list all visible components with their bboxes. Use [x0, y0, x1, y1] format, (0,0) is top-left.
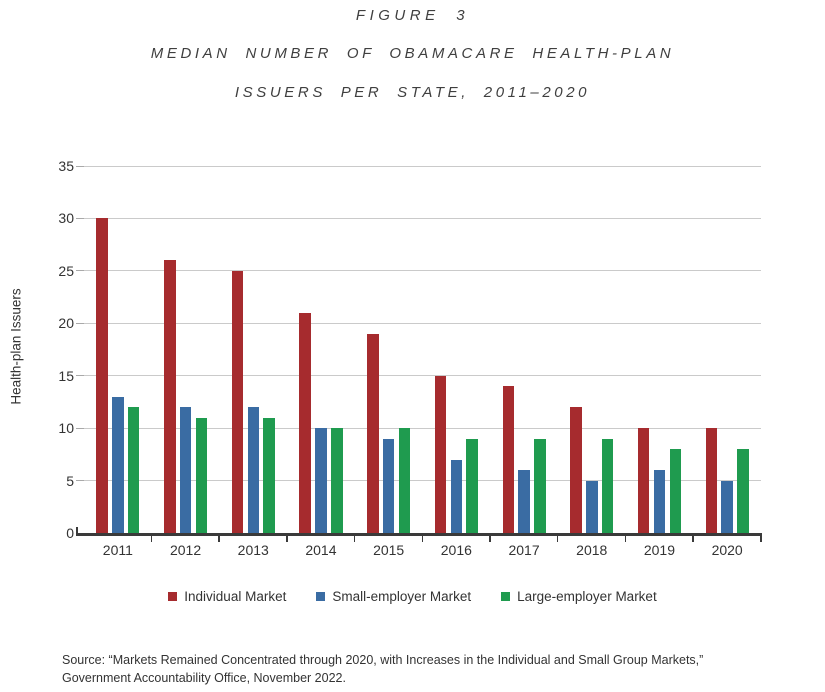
bar-individual-market-2011 — [96, 218, 108, 533]
x-tick-label-2019: 2019 — [643, 542, 676, 558]
x-axis-tick-4 — [353, 535, 356, 542]
source-note-line-1: Source: “Markets Remained Concentrated t… — [62, 653, 704, 667]
bar-individual-market-2015 — [367, 333, 379, 533]
x-axis-tick-6 — [489, 535, 491, 542]
bar-small-employer-market-2014 — [315, 428, 327, 533]
legend-swatch-large-employer-market — [501, 592, 511, 601]
x-axis-line — [76, 533, 762, 536]
bar-small-employer-market-2018 — [586, 480, 598, 533]
bar-individual-market-2020 — [705, 428, 718, 533]
y-tick-25 — [76, 270, 84, 272]
x-tick-label-2016: 2016 — [440, 542, 472, 558]
y-tick-10 — [76, 427, 84, 429]
bar-large-employer-market-2015 — [398, 428, 411, 533]
bar-small-employer-market-2020 — [721, 480, 733, 533]
bar-small-employer-market-2012 — [179, 407, 192, 533]
chart-title-line-2: ISSUERS PER STATE, 2011–2020 — [234, 84, 591, 101]
y-tick-35 — [76, 165, 84, 167]
x-axis-tick-10 — [760, 535, 762, 542]
y-tick-15 — [76, 375, 84, 377]
x-axis-tick-9 — [692, 535, 694, 542]
bar-small-employer-market-2011 — [112, 396, 124, 533]
x-axis-tick-7 — [556, 535, 559, 542]
bar-large-employer-market-2014 — [331, 428, 343, 533]
y-gridline-20 — [84, 322, 761, 324]
bar-individual-market-2014 — [299, 312, 311, 533]
y-tick-30 — [76, 217, 84, 219]
y-tick-label-30: 30 — [58, 210, 74, 227]
y-tick-label-15: 15 — [58, 367, 74, 384]
y-gridline-15 — [84, 375, 761, 377]
y-gridline-10 — [84, 427, 761, 429]
bar-large-employer-market-2012 — [195, 417, 208, 533]
legend-item-individual-market: Individual Market — [168, 589, 286, 604]
bar-individual-market-2017 — [502, 386, 514, 533]
x-axis-tick-1 — [150, 535, 153, 542]
x-tick-label-2014: 2014 — [305, 542, 337, 558]
bar-large-employer-market-2019 — [669, 449, 681, 533]
x-tick-label-2015: 2015 — [373, 542, 405, 558]
x-tick-label-2011: 2011 — [102, 542, 133, 558]
x-axis-tick-8 — [624, 535, 627, 542]
legend-item-large-employer-market: Large-employer Market — [501, 589, 657, 604]
chart-legend: Individual Market Small-employer Market La… — [0, 589, 825, 604]
source-note-line-2: Government Accountability Office, Novemb… — [62, 670, 346, 685]
y-tick-label-0: 0 — [66, 525, 74, 541]
x-tick-label-2018: 2018 — [576, 542, 608, 558]
x-tick-label-2012: 2012 — [169, 542, 202, 558]
y-gridline-5 — [84, 480, 761, 482]
x-axis-tick-3 — [286, 535, 288, 542]
x-axis-tick-2 — [218, 535, 220, 542]
x-axis-origin-tick — [76, 527, 78, 533]
y-tick-label-35: 35 — [58, 158, 74, 174]
y-tick-label-25: 25 — [58, 262, 74, 279]
chart-title-line-1: MEDIAN NUMBER OF OBAMACARE HEALTH-PLAN — [150, 45, 675, 62]
legend-swatch-small-employer-market — [316, 592, 326, 601]
bar-individual-market-2016 — [434, 375, 447, 533]
source-note: Source: “Markets Remained Concentrated t… — [62, 652, 812, 687]
x-tick-label-2013: 2013 — [237, 542, 269, 558]
y-gridline-25 — [84, 270, 761, 272]
legend-label-individual-market: Individual Market — [184, 589, 287, 604]
bar-individual-market-2013 — [231, 270, 244, 533]
bar-large-employer-market-2020 — [737, 449, 749, 533]
y-tick-label-10: 10 — [58, 420, 74, 437]
y-gridline-30 — [84, 217, 761, 219]
bar-large-employer-market-2018 — [601, 438, 614, 533]
bar-large-employer-market-2013 — [263, 417, 275, 533]
y-axis-title: Health-plan Issuers — [8, 288, 24, 405]
bar-large-employer-market-2017 — [534, 438, 546, 533]
x-tick-label-2017: 2017 — [508, 542, 540, 558]
bar-large-employer-market-2016 — [466, 438, 478, 533]
bar-individual-market-2012 — [164, 260, 176, 533]
x-tick-label-2020: 2020 — [711, 542, 743, 558]
bar-small-employer-market-2017 — [518, 470, 530, 533]
x-axis-tick-5 — [421, 535, 424, 542]
legend-swatch-individual-market — [168, 592, 178, 601]
legend-label-small-employer-market: Small-employer Market — [332, 589, 472, 604]
y-tick-label-5: 5 — [66, 472, 74, 489]
bar-small-employer-market-2013 — [247, 407, 259, 533]
bar-small-employer-market-2019 — [653, 470, 666, 533]
y-tick-5 — [76, 480, 84, 482]
legend-item-small-employer-market: Small-employer Market — [316, 589, 471, 604]
y-gridline-35 — [84, 165, 761, 167]
y-tick-label-20: 20 — [58, 315, 74, 332]
bar-individual-market-2018 — [570, 407, 582, 533]
figure-label: FIGURE 3 — [355, 7, 470, 24]
y-tick-20 — [76, 322, 84, 324]
bar-small-employer-market-2016 — [450, 459, 463, 533]
bar-individual-market-2019 — [637, 428, 650, 533]
bar-small-employer-market-2015 — [382, 438, 395, 533]
bar-large-employer-market-2011 — [127, 407, 140, 533]
legend-label-large-employer-market: Large-employer Market — [517, 589, 657, 604]
